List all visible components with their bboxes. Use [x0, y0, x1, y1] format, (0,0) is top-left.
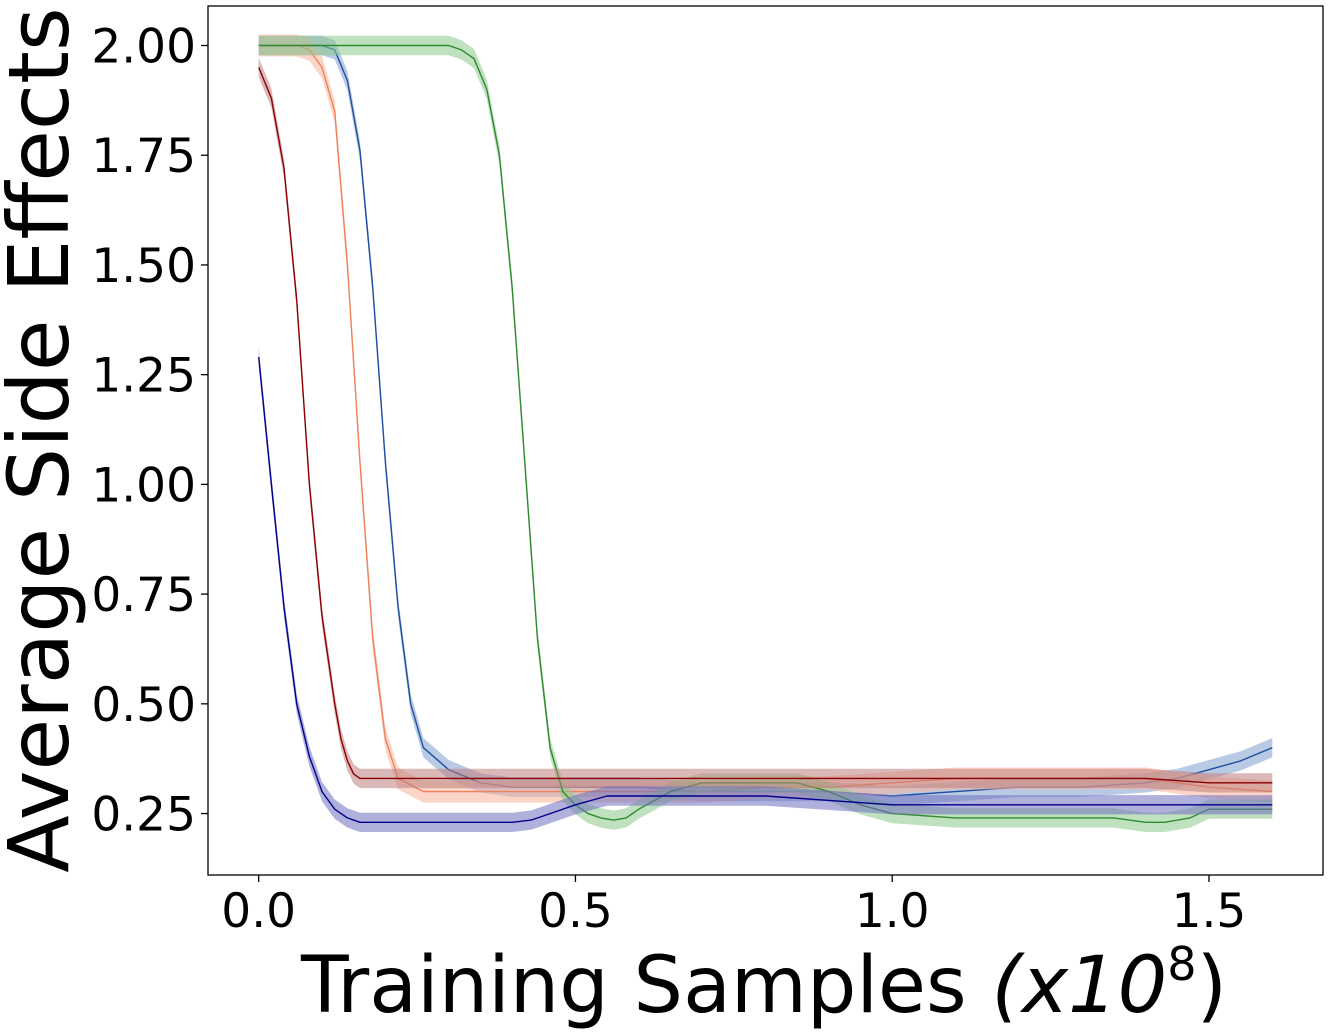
- x-tick-label: 1.0: [855, 884, 930, 939]
- y-tick-label: 1.00: [91, 458, 196, 513]
- x-axis-title-exponent: 8: [1167, 937, 1196, 991]
- x-axis: 0.0 0.5 1.0 1.5: [221, 875, 1246, 939]
- series-2-line: [258, 44, 1273, 793]
- x-tick-label: 1.5: [1172, 884, 1247, 939]
- series-5-confidence-band: [258, 347, 1273, 832]
- series-5-line: [258, 357, 1273, 823]
- y-axis-title: Average Side Effects: [0, 7, 88, 873]
- x-axis-title-unit: (x10: [991, 941, 1167, 1031]
- y-tick-label: 1.50: [91, 239, 196, 294]
- x-tick-label: 0.0: [221, 884, 296, 939]
- y-axis: 0.25 0.50 0.75 1.00 1.25 1.50 1.75 2.00: [91, 20, 208, 843]
- x-tick-label: 0.5: [538, 884, 613, 939]
- series-4-line: [258, 67, 1273, 784]
- series-1-confidence-band: [258, 35, 1273, 806]
- y-tick-label: 0.50: [91, 678, 196, 733]
- plot-series-layer: [258, 34, 1273, 833]
- series-2-confidence-band: [258, 34, 1273, 803]
- y-tick-label: 2.00: [91, 20, 196, 75]
- plot-area-frame: [207, 5, 1324, 876]
- x-axis-title: Training Samples (x108): [300, 937, 1227, 1031]
- x-axis-title-close: ): [1197, 941, 1227, 1031]
- y-tick-label: 1.25: [91, 349, 196, 404]
- series-4-confidence-band: [258, 57, 1273, 793]
- y-tick-label: 0.75: [91, 568, 196, 623]
- y-tick-label: 1.75: [91, 129, 196, 184]
- y-tick-label: 0.25: [91, 788, 196, 843]
- series-1-line: [258, 44, 1273, 797]
